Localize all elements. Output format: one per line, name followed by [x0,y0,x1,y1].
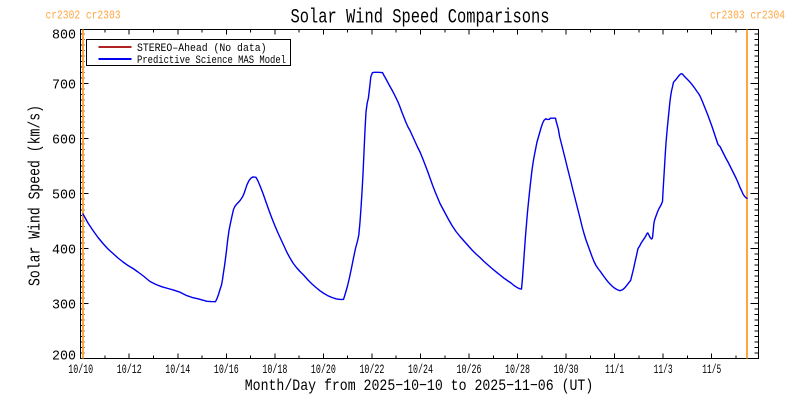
svg-text:10/14: 10/14 [165,363,190,377]
svg-text:200: 200 [52,349,76,365]
svg-text:10/10: 10/10 [68,363,93,377]
svg-text:10/26: 10/26 [457,363,482,377]
svg-text:800: 800 [52,27,76,43]
svg-text:10/24: 10/24 [408,363,433,377]
svg-text:Solar Wind Speed (km/s): Solar Wind Speed (km/s) [27,105,46,286]
svg-text:Solar Wind Speed Comparisons: Solar Wind Speed Comparisons [291,7,550,30]
svg-text:10/18: 10/18 [262,363,287,377]
svg-text:700: 700 [52,77,76,93]
svg-text:11/3: 11/3 [654,363,673,377]
svg-text:300: 300 [52,297,76,313]
svg-text:Month/Day from 2025−10−10 to 2: Month/Day from 2025−10−10 to 2025−11−06 … [245,377,594,395]
svg-text:cr2303 cr2304: cr2303 cr2304 [710,9,785,23]
svg-text:10/28: 10/28 [505,363,530,377]
svg-text:11/5: 11/5 [702,363,721,377]
svg-text:cr2302 cr2303: cr2302 cr2303 [46,9,121,23]
svg-text:400: 400 [52,242,76,258]
svg-text:10/30: 10/30 [554,363,579,377]
svg-text:10/22: 10/22 [359,363,384,377]
svg-text:600: 600 [52,132,76,148]
svg-text:11/1: 11/1 [605,363,624,377]
svg-text:10/12: 10/12 [117,363,142,377]
svg-text:STEREO–Ahead (No data): STEREO–Ahead (No data) [137,43,267,55]
svg-text:Predictive Science MAS Model: Predictive Science MAS Model [137,55,286,67]
svg-text:10/16: 10/16 [214,363,239,377]
svg-text:10/20: 10/20 [311,363,336,377]
svg-text:500: 500 [52,187,76,203]
